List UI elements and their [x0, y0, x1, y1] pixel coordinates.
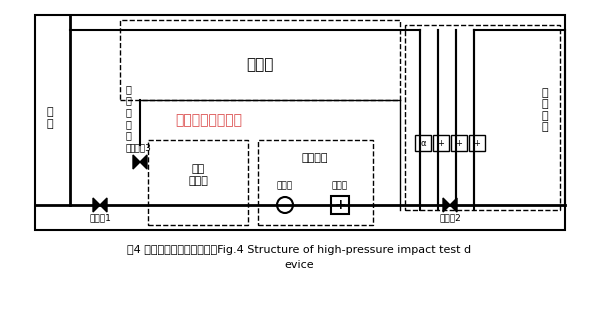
Text: 手动阀: 手动阀 [277, 181, 293, 191]
Text: 单独
加压区: 单独 加压区 [188, 164, 208, 186]
Polygon shape [450, 198, 457, 212]
Text: evice: evice [284, 260, 314, 270]
Text: +: + [456, 139, 462, 148]
Bar [433, 135, 449, 151]
Text: 江苏华云流量计厂: 江苏华云流量计厂 [175, 113, 242, 127]
Text: 图4 高压冲击试验装置结构图Fig.4 Structure of high-pressure impact test d: 图4 高压冲击试验装置结构图Fig.4 Structure of high-pr… [127, 245, 471, 255]
Text: 管
道: 管 道 [47, 107, 53, 129]
Polygon shape [100, 198, 107, 212]
Polygon shape [133, 155, 140, 169]
Bar [415, 135, 431, 151]
Text: 单
独
加
压
管
道: 单 独 加 压 管 道 [125, 84, 131, 152]
Bar [258, 140, 373, 225]
Text: 总系统: 总系统 [246, 57, 274, 73]
Bar [469, 135, 485, 151]
Bar [451, 135, 467, 151]
Text: +: + [438, 139, 444, 148]
Text: +: + [334, 198, 346, 212]
Text: 被检表: 被检表 [332, 181, 348, 191]
Text: α: α [420, 139, 426, 148]
Polygon shape [93, 198, 100, 212]
Polygon shape [140, 155, 147, 169]
Text: 自动阀1: 自动阀1 [89, 214, 111, 223]
Bar [148, 140, 248, 225]
Polygon shape [443, 198, 450, 212]
Bar [405, 25, 560, 210]
Text: 被检表区: 被检表区 [302, 153, 328, 163]
Text: 自动阀2: 自动阀2 [439, 214, 461, 223]
Bar [35, 15, 565, 230]
Text: 标
准
表
区: 标 准 表 区 [542, 88, 548, 132]
Bar [331, 196, 349, 214]
Text: 自动阀3: 自动阀3 [129, 144, 151, 153]
Text: +: + [474, 139, 480, 148]
Bar [120, 20, 400, 100]
